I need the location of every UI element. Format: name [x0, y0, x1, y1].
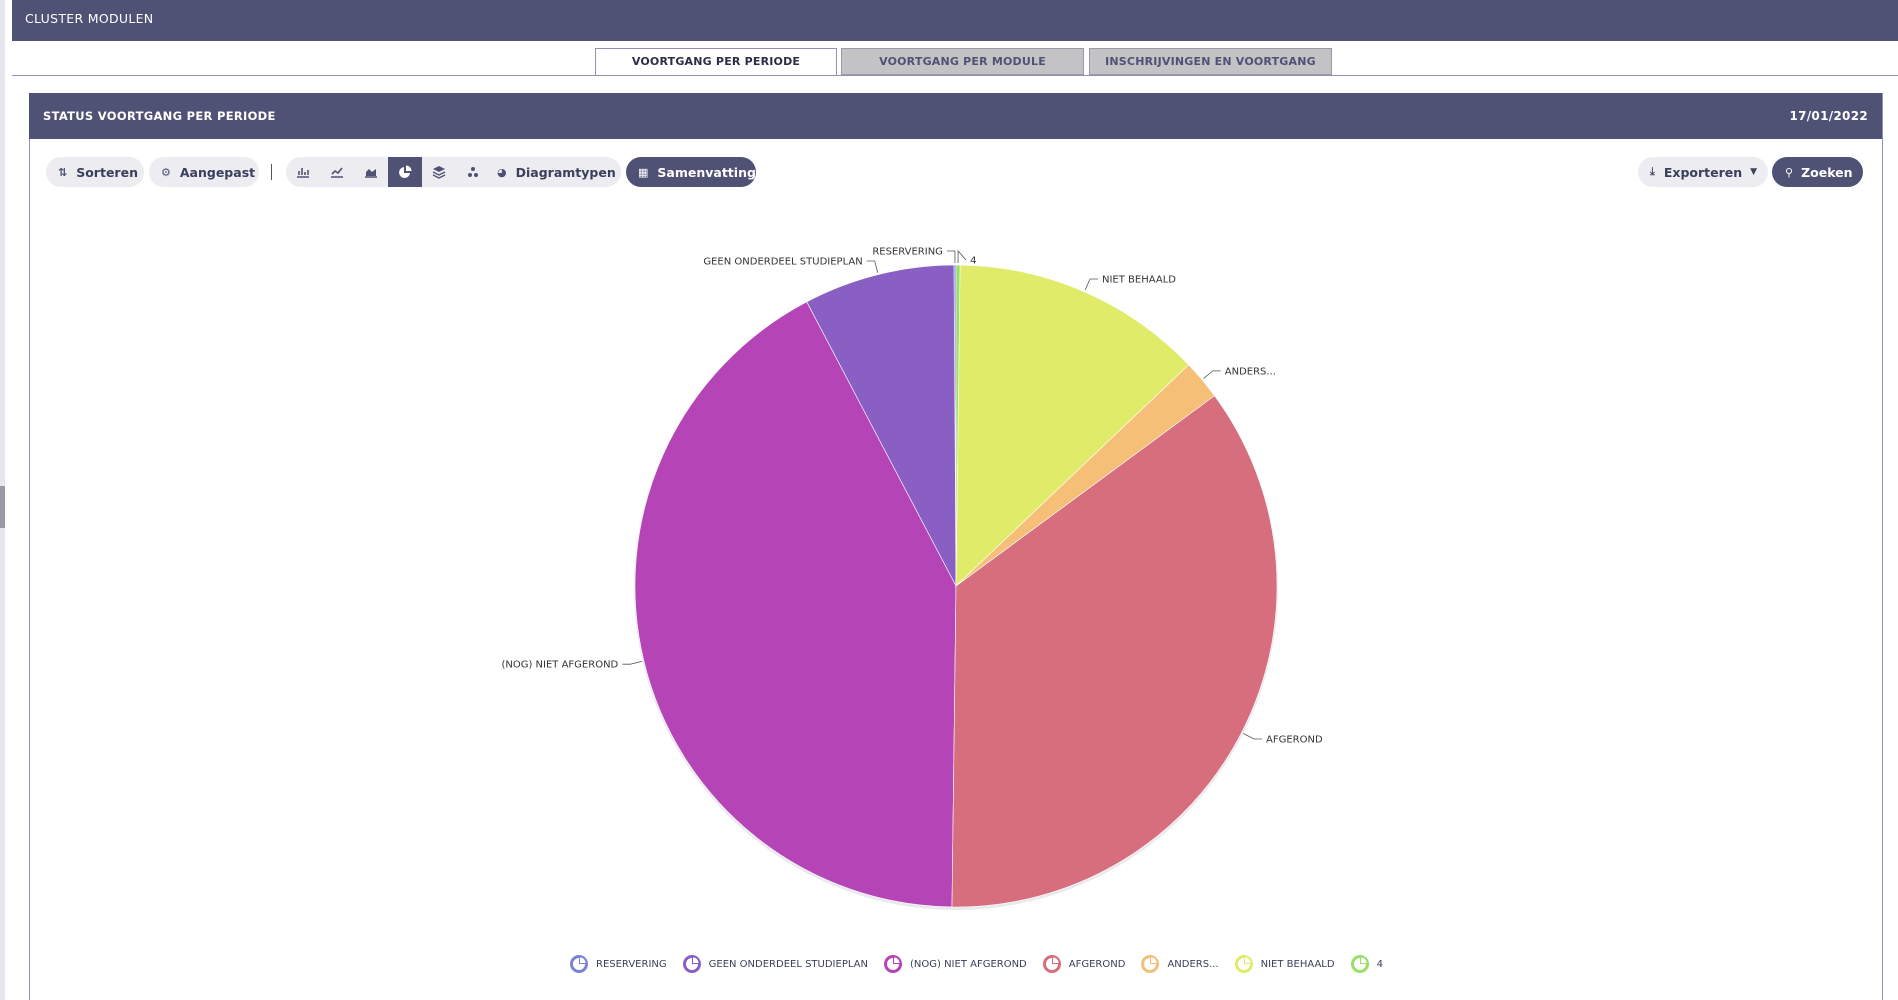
pie-chart: RESERVERING GEEN ONDERDEEL STUDIEPLAN (NOG…: [501, 247, 1323, 910]
tab-voortgang-per-module[interactable]: VOORTGANG PER MODULE: [841, 48, 1084, 75]
pie-slice-3[interactable]: [951, 395, 1278, 908]
pie-slice-label-1: GEEN ONDERDEEL STUDIEPLAN: [703, 257, 862, 268]
pie-slice-5[interactable]: [955, 264, 1190, 587]
legend-item-6[interactable]: 4: [1350, 955, 1383, 973]
panel-date: 17/01/2022: [1789, 109, 1868, 123]
area-chart-icon: [365, 169, 377, 178]
scatter-chart-type-button[interactable]: [456, 157, 490, 187]
panel-header: STATUS VOORTGANG PER PERIODE 17/01/2022: [29, 93, 1882, 139]
line-chart-icon: [331, 167, 343, 178]
pie-label-connector-1: [866, 260, 879, 273]
legend-label: 4: [1376, 958, 1383, 970]
legend-item-4[interactable]: ANDERS...: [1141, 955, 1219, 973]
line-chart-type-button[interactable]: [320, 157, 354, 187]
legend-item-1[interactable]: GEEN ONDERDEEL STUDIEPLAN: [682, 955, 868, 973]
chart-legend: RESERVERING GEEN ONDERDEEL STUDIEPLAN (NOG…: [570, 954, 1399, 974]
pie-slice-6[interactable]: [955, 264, 961, 587]
search-button[interactable]: ⚲ Zoeken: [1772, 157, 1863, 187]
panel-title: STATUS VOORTGANG PER PERIODE: [43, 109, 276, 123]
legend-label: AFGEROND: [1068, 958, 1126, 970]
app-header: CLUSTER MODULEN: [12, 0, 1898, 41]
export-button[interactable]: ⤓ Exporteren ▼: [1638, 157, 1768, 187]
search-icon: ⚲: [1785, 165, 1794, 179]
pie-slice-label-0: RESERVERING: [872, 247, 943, 258]
app-title: CLUSTER MODULEN: [25, 11, 154, 26]
pie-label-connector-4: [1203, 370, 1221, 379]
legend-label: RESERVERING: [596, 958, 667, 970]
search-button-label: Zoeken: [1801, 164, 1853, 180]
pie-chart-icon: [682, 955, 701, 973]
pie-chart-type-button[interactable]: [388, 157, 422, 187]
pie-chart-icon: [883, 955, 902, 973]
pie-slice-label-2: (NOG) NIET AFGEROND: [501, 660, 618, 671]
pie-chart-icon: [1042, 955, 1061, 973]
pie-label-connector-0: [946, 250, 956, 264]
tabs-divider: [12, 75, 1898, 76]
sort-button-label: Sorteren: [76, 164, 138, 180]
tab-inschrijvingen-en-voortgang[interactable]: INSCHRIJVINGEN EN VOORTGANG: [1089, 48, 1332, 75]
pie-slice-label-6: 4: [970, 256, 976, 267]
pie-chart-icon: [1234, 955, 1253, 973]
pie-slice-label-5: NIET BEHAALD: [1102, 274, 1176, 285]
scatter-chart-icon: [468, 167, 478, 177]
legend-item-0[interactable]: RESERVERING: [570, 955, 667, 973]
pie-chart-icon: [570, 955, 588, 973]
gear-icon: ⚙: [161, 165, 171, 179]
pie-label-connector-5: [1084, 278, 1099, 291]
legend-item-5[interactable]: NIET BEHAALD: [1234, 955, 1335, 973]
diagram-types-button[interactable]: ◕ Diagramtypen: [486, 157, 616, 187]
chart-type-group: ◕ Diagramtypen: [286, 157, 621, 187]
stacked-layers-icon: [432, 166, 446, 179]
bar-chart-icon: [297, 168, 309, 178]
diagram-types-label: Diagramtypen: [515, 164, 616, 180]
legend-label: ANDERS...: [1167, 958, 1219, 970]
custom-button-label: Aangepast: [179, 164, 256, 180]
export-button-label: Exporteren: [1663, 164, 1743, 180]
sort-button[interactable]: ⇅ Sorteren: [46, 157, 144, 187]
summary-button-label: Samenvatting: [657, 164, 756, 180]
stacked-chart-type-button[interactable]: [422, 157, 456, 187]
side-drawer-handle[interactable]: [0, 486, 5, 528]
summary-button[interactable]: ▦ Samenvatting: [626, 157, 756, 187]
pie-chart-icon: [399, 165, 412, 178]
tab-voortgang-per-periode[interactable]: VOORTGANG PER PERIODE: [595, 48, 837, 76]
panel-frame: [29, 93, 1883, 1000]
table-icon: ▦: [638, 165, 649, 179]
pie-chart-icon: [1350, 955, 1369, 973]
bar-chart-type-button[interactable]: [286, 157, 320, 187]
pie-chart-icon: [1141, 955, 1160, 973]
pie-slice-label-4: ANDERS...: [1225, 366, 1276, 377]
download-icon: ⤓: [1650, 165, 1655, 178]
pie-label-connector-3: [1243, 733, 1263, 740]
area-chart-type-button[interactable]: [354, 157, 388, 187]
legend-label: (NOG) NIET AFGEROND: [909, 958, 1027, 970]
custom-button[interactable]: ⚙ Aangepast: [149, 157, 259, 187]
legend-item-2[interactable]: (NOG) NIET AFGEROND: [883, 955, 1027, 973]
legend-label: GEEN ONDERDEEL STUDIEPLAN: [708, 958, 868, 970]
pie-chart-icon: ◕: [497, 165, 507, 179]
pie-label-connector-6: [957, 249, 967, 264]
legend-label: NIET BEHAALD: [1260, 958, 1335, 970]
legend-item-3[interactable]: AFGEROND: [1042, 955, 1126, 973]
chevron-down-icon: ▼: [1750, 167, 1758, 177]
toolbar-separator: [271, 164, 272, 180]
pie-slice-label-3: AFGEROND: [1266, 735, 1323, 746]
pie-label-connector-2: [622, 661, 643, 665]
pie-slice-1[interactable]: [806, 264, 957, 587]
pie-slice-2[interactable]: [634, 301, 957, 908]
sort-icon: ⇅: [58, 165, 68, 179]
